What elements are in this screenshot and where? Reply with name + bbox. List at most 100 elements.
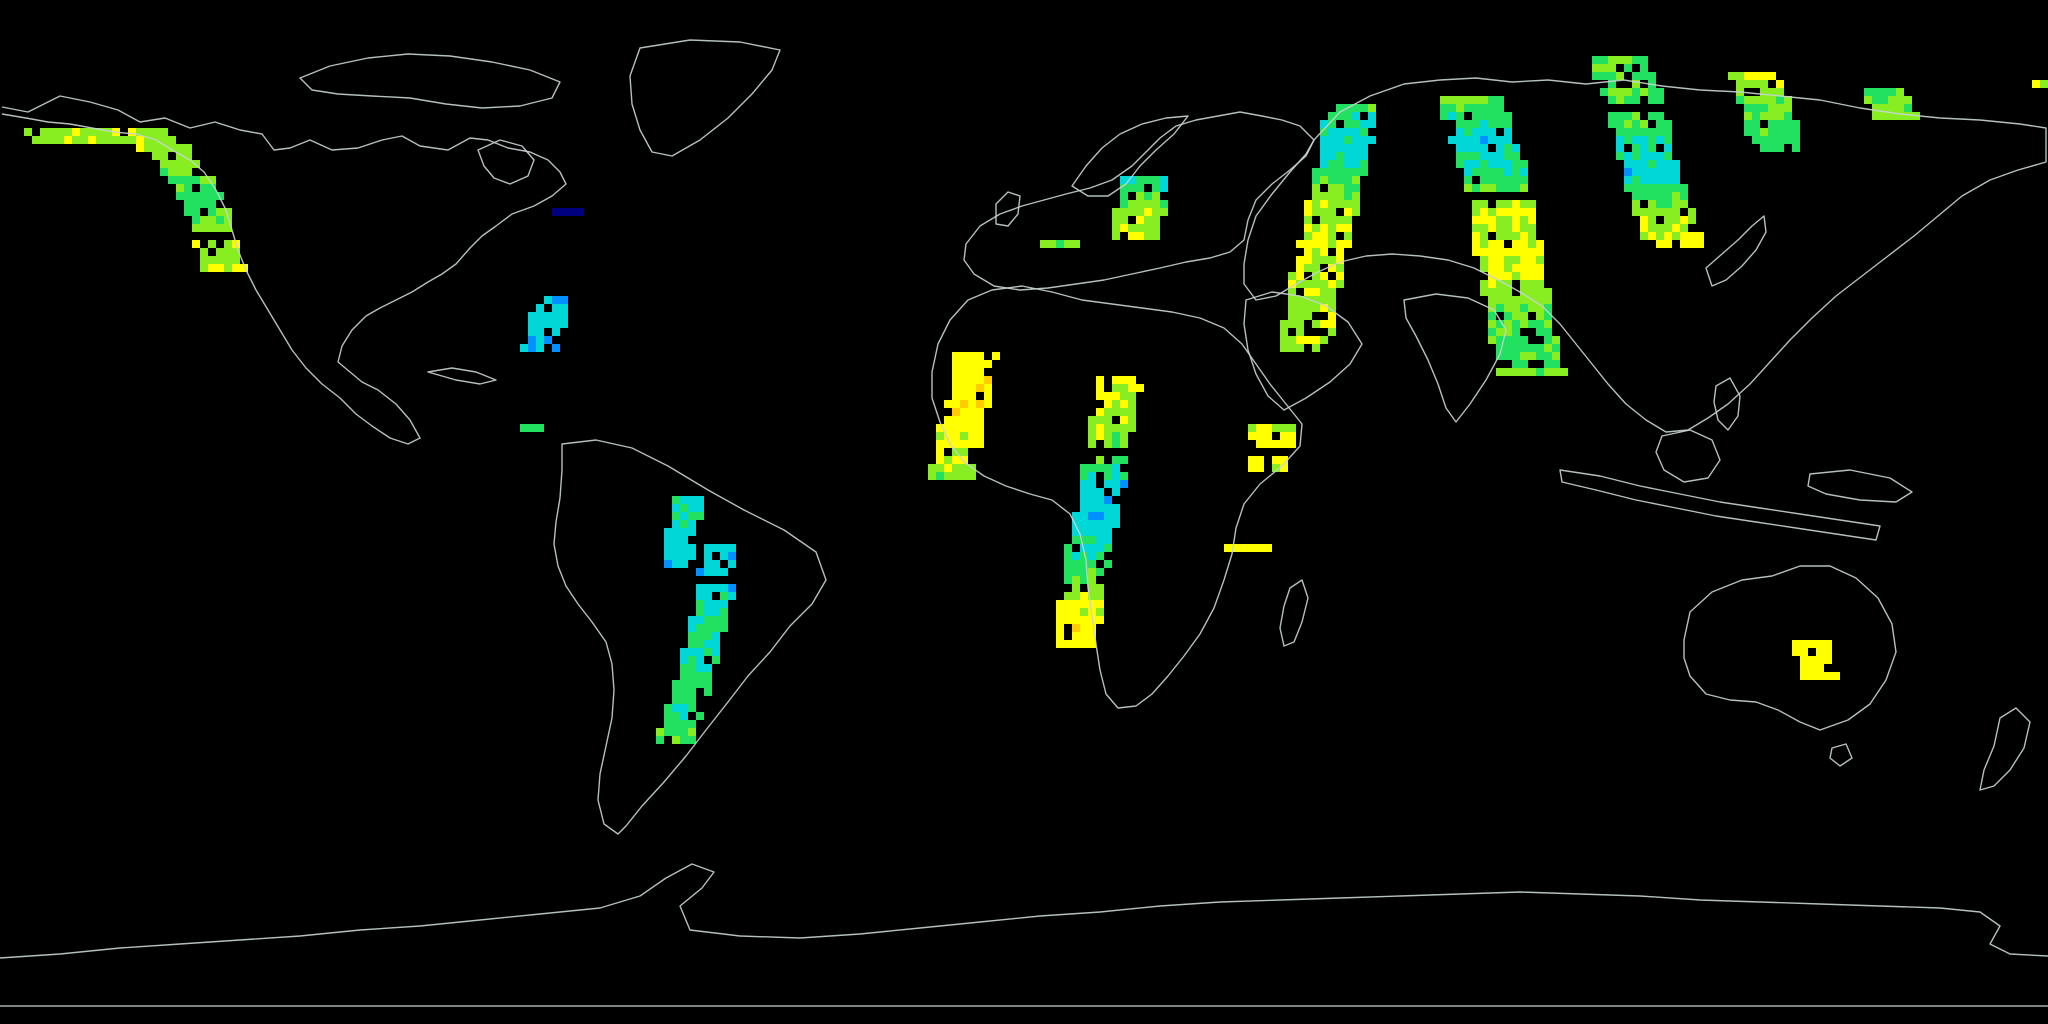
swath-pixel [968, 416, 976, 424]
swath-pixel [960, 392, 968, 400]
swath-pixel [1752, 72, 1760, 80]
swath-pixel [1488, 120, 1496, 128]
swath-pixel [960, 472, 968, 480]
swath-pixel [1904, 112, 1912, 120]
swath-pixel [1112, 392, 1120, 400]
swath-pixel [1160, 208, 1168, 216]
swath-pixel [1728, 72, 1736, 80]
swath-pixel [1536, 352, 1544, 360]
swath-pixel [1488, 320, 1496, 328]
swath-pixel [696, 512, 704, 520]
swath-pixel [1080, 560, 1088, 568]
swath-pixel [1640, 64, 1648, 72]
swath-pixel [1080, 488, 1088, 496]
swath-pixel [1480, 160, 1488, 168]
swath-pixel [200, 200, 208, 208]
swath-pixel [1488, 328, 1496, 336]
swath-pixel [1536, 304, 1544, 312]
swath-pixel [1520, 320, 1528, 328]
swath-pixel [1464, 120, 1472, 128]
swath-pixel [1904, 96, 1912, 104]
swath-pixel [1088, 536, 1096, 544]
swath-pixel [1520, 184, 1528, 192]
swath-pixel [1512, 320, 1520, 328]
swath-pixel [960, 384, 968, 392]
swath-pixel [1672, 200, 1680, 208]
swath-pixel [1640, 56, 1648, 64]
swath-pixel [80, 136, 88, 144]
swath-pixel [1520, 296, 1528, 304]
swath-pixel [1472, 160, 1480, 168]
swath-pixel [1088, 520, 1096, 528]
swath-pixel [216, 216, 224, 224]
swath-pixel [1760, 136, 1768, 144]
swath-pixel [1080, 576, 1088, 584]
swath-pixel [960, 464, 968, 472]
swath-pixel [704, 680, 712, 688]
swath-pixel [1792, 144, 1800, 152]
swath-pixel [1680, 232, 1688, 240]
swath-russia-west [1040, 240, 1080, 248]
swath-pixel [968, 352, 976, 360]
swath-pixel [536, 320, 544, 328]
swath-pixel [664, 720, 672, 728]
swath-pixel [1336, 248, 1344, 256]
swath-pixel [1480, 224, 1488, 232]
swath-pixel [1656, 240, 1664, 248]
swath-pixel [1544, 368, 1552, 376]
swath-pixel [1328, 200, 1336, 208]
swath-pixel [1472, 152, 1480, 160]
swath-pixel [544, 320, 552, 328]
swath-pixel [1456, 136, 1464, 144]
swath-pixel [1496, 144, 1504, 152]
swath-pixel [1504, 288, 1512, 296]
swath-pixel [1632, 144, 1640, 152]
swath-pixel [712, 560, 720, 568]
swath-pixel [944, 424, 952, 432]
swath-pixel [1760, 80, 1768, 88]
swath-pixel [1312, 304, 1320, 312]
swath-pixel [1488, 240, 1496, 248]
swath-pixel [200, 176, 208, 184]
swath-pixel [200, 216, 208, 224]
swath-pixel [992, 352, 1000, 360]
swath-pixel [1624, 160, 1632, 168]
swath-pixel [544, 336, 552, 344]
swath-pixel [1336, 280, 1344, 288]
coastline-new-zealand [1979, 707, 2031, 791]
coastline-borneo [1655, 429, 1721, 483]
swath-pixel [1536, 272, 1544, 280]
swath-pixel [1784, 112, 1792, 120]
swath-pixel [1112, 456, 1120, 464]
swath-pixel [1344, 112, 1352, 120]
swath-pixel [1056, 608, 1064, 616]
swath-pixel [216, 224, 224, 232]
swath-pixel [1080, 544, 1088, 552]
swath-pixel [208, 224, 216, 232]
swath-pixel [1328, 312, 1336, 320]
swath-pixel [688, 688, 696, 696]
swath-pixel [1488, 272, 1496, 280]
swath-pixel [1320, 288, 1328, 296]
swath-pixel [48, 136, 56, 144]
swath-pixel [1328, 304, 1336, 312]
swath-pixel [552, 208, 560, 216]
swath-pixel [1664, 136, 1672, 144]
swath-pixel [1488, 312, 1496, 320]
swath-pixel [1504, 232, 1512, 240]
swath-pixel [960, 408, 968, 416]
swath-pixel [952, 408, 960, 416]
swath-pixel [1632, 208, 1640, 216]
swath-pixel [1480, 168, 1488, 176]
swath-pixel [1496, 296, 1504, 304]
swath-pixel [1320, 336, 1328, 344]
swath-pixel [1512, 328, 1520, 336]
swath-pixel [1808, 672, 1816, 680]
swath-pixel [944, 464, 952, 472]
coastline-new-guinea [1807, 469, 1913, 503]
swath-pixel [1504, 352, 1512, 360]
swath-pixel [1528, 264, 1536, 272]
swath-pixel [1776, 96, 1784, 104]
swath-pixel [1672, 208, 1680, 216]
swath-pixel [1328, 208, 1336, 216]
